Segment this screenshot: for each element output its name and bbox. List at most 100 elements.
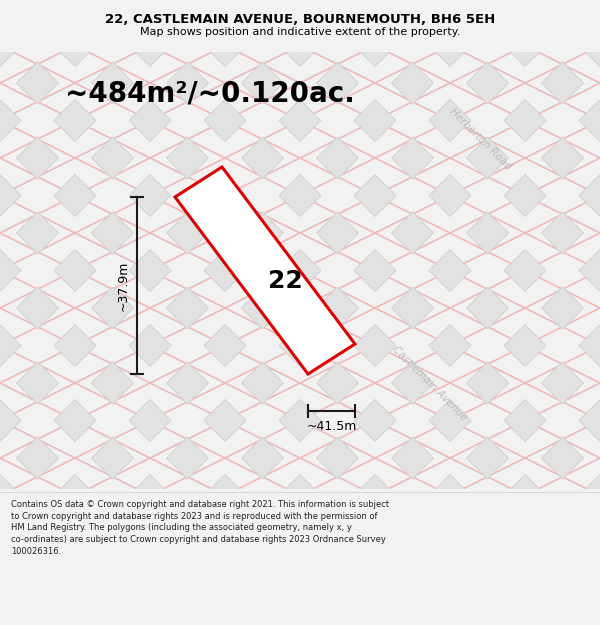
Polygon shape — [54, 249, 96, 291]
Polygon shape — [54, 174, 96, 216]
Polygon shape — [129, 474, 171, 516]
Polygon shape — [317, 212, 359, 254]
Polygon shape — [467, 362, 509, 404]
Polygon shape — [429, 174, 471, 216]
Polygon shape — [204, 324, 246, 366]
Polygon shape — [0, 474, 21, 516]
Polygon shape — [175, 167, 355, 374]
Polygon shape — [91, 212, 133, 254]
Polygon shape — [129, 399, 171, 441]
Polygon shape — [317, 437, 359, 479]
Text: ~41.5m: ~41.5m — [307, 421, 356, 434]
Polygon shape — [54, 474, 96, 516]
Polygon shape — [429, 474, 471, 516]
Polygon shape — [0, 24, 21, 66]
Polygon shape — [392, 137, 433, 179]
Polygon shape — [579, 174, 600, 216]
Polygon shape — [0, 324, 21, 366]
Polygon shape — [317, 62, 359, 104]
Polygon shape — [129, 249, 171, 291]
Text: Map shows position and indicative extent of the property.: Map shows position and indicative extent… — [140, 28, 460, 38]
Polygon shape — [204, 474, 246, 516]
Polygon shape — [0, 399, 21, 441]
Polygon shape — [579, 324, 600, 366]
Polygon shape — [91, 287, 133, 329]
Polygon shape — [467, 137, 509, 179]
Polygon shape — [542, 137, 583, 179]
Polygon shape — [241, 137, 284, 179]
Polygon shape — [279, 399, 321, 441]
Polygon shape — [354, 474, 396, 516]
Polygon shape — [167, 287, 209, 329]
Polygon shape — [467, 287, 509, 329]
Polygon shape — [129, 174, 171, 216]
Polygon shape — [129, 99, 171, 141]
Polygon shape — [504, 99, 546, 141]
Polygon shape — [429, 249, 471, 291]
Polygon shape — [16, 437, 59, 479]
Polygon shape — [354, 249, 396, 291]
Polygon shape — [317, 137, 359, 179]
Polygon shape — [91, 62, 133, 104]
Polygon shape — [504, 399, 546, 441]
Polygon shape — [129, 24, 171, 66]
Polygon shape — [317, 287, 359, 329]
Polygon shape — [129, 324, 171, 366]
Polygon shape — [204, 249, 246, 291]
Polygon shape — [542, 62, 583, 104]
Polygon shape — [279, 99, 321, 141]
Polygon shape — [91, 137, 133, 179]
Polygon shape — [16, 62, 59, 104]
Polygon shape — [579, 399, 600, 441]
Polygon shape — [354, 324, 396, 366]
Polygon shape — [279, 324, 321, 366]
Polygon shape — [504, 474, 546, 516]
Polygon shape — [354, 24, 396, 66]
Polygon shape — [241, 437, 284, 479]
Polygon shape — [204, 174, 246, 216]
Polygon shape — [467, 62, 509, 104]
Polygon shape — [579, 24, 600, 66]
Text: 22: 22 — [268, 269, 302, 292]
Polygon shape — [542, 212, 583, 254]
Polygon shape — [167, 212, 209, 254]
Polygon shape — [504, 24, 546, 66]
Polygon shape — [91, 362, 133, 404]
Polygon shape — [392, 362, 433, 404]
Polygon shape — [354, 174, 396, 216]
Polygon shape — [429, 399, 471, 441]
Polygon shape — [91, 437, 133, 479]
Polygon shape — [204, 399, 246, 441]
Polygon shape — [579, 99, 600, 141]
Polygon shape — [392, 287, 433, 329]
Polygon shape — [354, 399, 396, 441]
Polygon shape — [429, 99, 471, 141]
Polygon shape — [241, 212, 284, 254]
Polygon shape — [279, 474, 321, 516]
Polygon shape — [279, 249, 321, 291]
Polygon shape — [429, 24, 471, 66]
Polygon shape — [354, 99, 396, 141]
Polygon shape — [167, 137, 209, 179]
Polygon shape — [579, 249, 600, 291]
Polygon shape — [542, 437, 583, 479]
Polygon shape — [0, 249, 21, 291]
Polygon shape — [467, 212, 509, 254]
Polygon shape — [16, 362, 59, 404]
Polygon shape — [241, 62, 284, 104]
Polygon shape — [467, 437, 509, 479]
Polygon shape — [16, 212, 59, 254]
Polygon shape — [542, 287, 583, 329]
Polygon shape — [0, 174, 21, 216]
Polygon shape — [16, 137, 59, 179]
Polygon shape — [0, 99, 21, 141]
Polygon shape — [241, 362, 284, 404]
Text: Castlemain Avenue: Castlemain Avenue — [391, 345, 469, 423]
Polygon shape — [279, 24, 321, 66]
Polygon shape — [167, 362, 209, 404]
Text: Contains OS data © Crown copyright and database right 2021. This information is : Contains OS data © Crown copyright and d… — [11, 500, 389, 556]
Polygon shape — [392, 62, 433, 104]
Polygon shape — [542, 362, 583, 404]
Text: ~484m²/~0.120ac.: ~484m²/~0.120ac. — [65, 79, 355, 107]
Polygon shape — [392, 212, 433, 254]
